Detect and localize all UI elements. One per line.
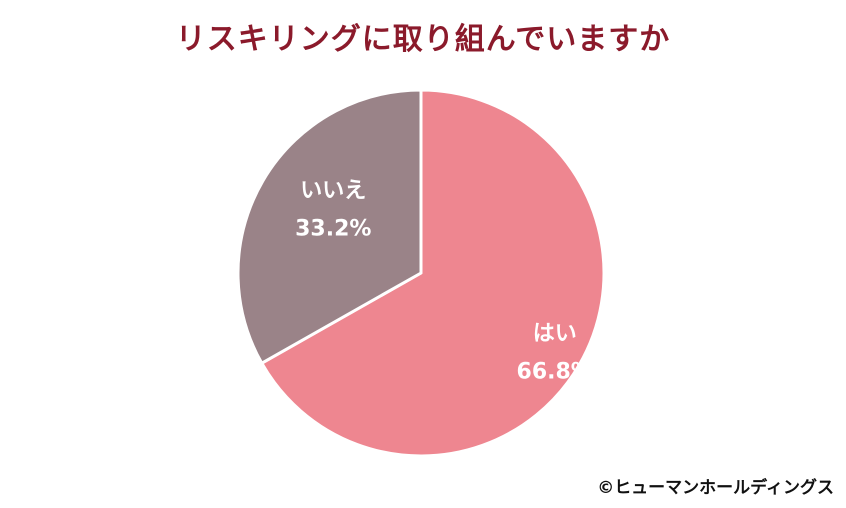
chart-title: リスキリングに取り組んでいますか xyxy=(175,22,671,57)
slice-label-1: いいえ xyxy=(300,179,366,204)
pie-labels: はい 66.8% いいえ 33.2% xyxy=(295,179,593,385)
pie-slice-0 xyxy=(260,88,606,458)
slice-value-label-0: 66.8% xyxy=(517,359,593,384)
pie-slices xyxy=(236,88,606,458)
copyright-notice: ©ヒューマンホールディングス xyxy=(597,478,834,498)
pie-slice-1 xyxy=(236,88,423,365)
slice-label-0: はい xyxy=(533,321,577,346)
slice-value-label-1: 33.2% xyxy=(295,217,371,242)
